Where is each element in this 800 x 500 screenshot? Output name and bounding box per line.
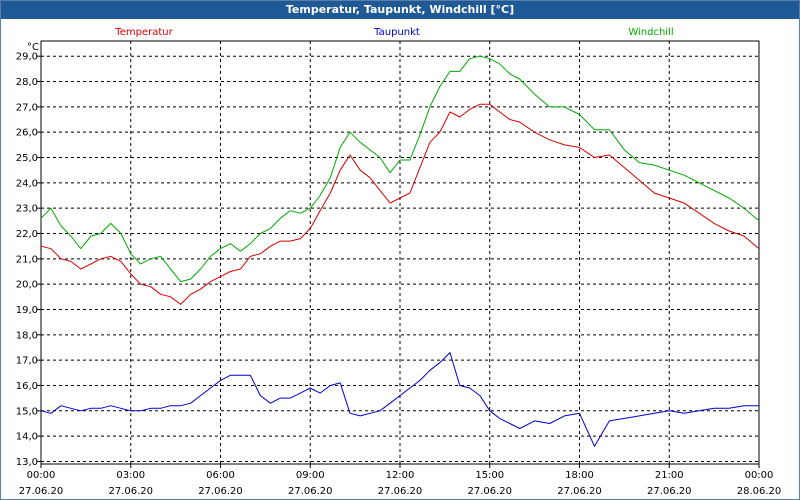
y-tick-label: 26,0 [16,128,38,139]
y-tick-label: 24,0 [16,178,38,189]
x-tick-date: 27.06.20 [557,486,602,497]
x-tick-date: 27.06.20 [467,486,512,497]
x-tick-time: 18:00 [565,470,594,481]
x-tick-date: 27.06.20 [288,486,333,497]
x-tick-time: 15:00 [475,470,504,481]
y-tick-label: 15,0 [16,406,38,417]
y-tick-label: 13,0 [16,457,38,468]
x-tick-time: 12:00 [386,470,415,481]
y-tick-label: 17,0 [16,356,38,367]
y-tick-label: 14,0 [16,432,38,443]
y-axis-ticks: 13,0 14,0 15,0 16,0 17,0 18,0 19,0 20,0 21,0 22,0… [16,52,41,468]
y-tick-label: 23,0 [16,204,38,215]
y-tick-label: 21,0 [16,254,38,265]
y-tick-label: 16,0 [16,381,38,392]
x-tick-time: 03:00 [116,470,145,481]
y-tick-label: 25,0 [16,153,38,164]
legend-windchill: Windchill [628,27,673,38]
y-tick-label: 20,0 [16,280,38,291]
x-tick-time: 00:00 [27,470,56,481]
x-tick-time: 21:00 [655,470,684,481]
x-tick-date: 27.06.20 [108,486,153,497]
y-tick-label: 29,0 [16,52,38,63]
series-line-windchill [40,55,760,283]
legend: Temperatur Taupunkt Windchill [114,27,673,38]
x-tick-date: 27.06.20 [198,486,243,497]
x-axis-ticks: 00:00 27.06.20 03:00 27.06.20 06:00 27.06.20 0… [19,464,782,497]
x-tick-date: 27.06.20 [378,486,423,497]
y-tick-label: 27,0 [16,102,38,113]
x-tick-time: 06:00 [206,470,235,481]
series-line-taupunkt [40,352,759,447]
y-tick-label: 22,0 [16,229,38,240]
grid-lines [41,41,759,464]
legend-taupunkt: Taupunkt [373,27,420,38]
x-tick-time: 09:00 [296,470,325,481]
window-title: Temperatur, Taupunkt, Windchill [°C] [1,1,799,19]
y-tick-label: 18,0 [16,330,38,341]
x-tick-date: 27.06.20 [19,486,64,497]
x-tick-date: 27.06.20 [647,486,692,497]
x-tick-time: 00:00 [745,470,774,481]
y-axis-unit: °C [27,42,39,53]
legend-temperatur: Temperatur [114,27,173,38]
series-line-temperatur [40,103,760,305]
series-lines [40,55,760,447]
y-tick-label: 19,0 [16,305,38,316]
y-tick-label: 28,0 [16,77,38,88]
x-tick-date: 28.06.20 [737,486,782,497]
